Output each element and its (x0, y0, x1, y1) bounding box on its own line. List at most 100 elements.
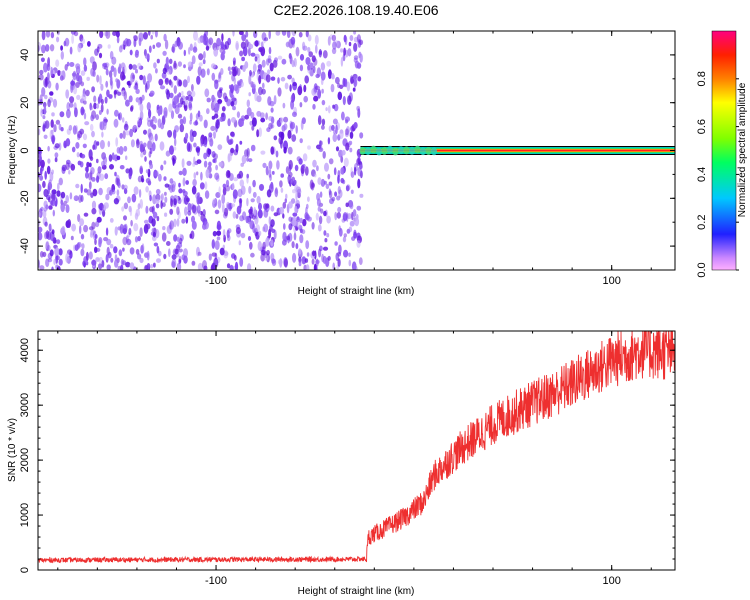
noise-blob (265, 112, 268, 120)
noise-blob (200, 171, 203, 181)
noise-blob (311, 55, 316, 63)
noise-blob (189, 233, 193, 239)
noise-blob (289, 178, 293, 185)
noise-blob (236, 111, 240, 118)
noise-blob (183, 49, 186, 57)
noise-blob (98, 187, 103, 196)
noise-blob (320, 208, 324, 214)
noise-blob (165, 56, 169, 66)
noise-blob (71, 223, 76, 232)
noise-blob (313, 58, 318, 66)
noise-blob (50, 199, 56, 207)
noise-blob (183, 255, 188, 264)
noise-blob (140, 244, 144, 254)
noise-blob (337, 174, 340, 184)
noise-blob (143, 219, 149, 224)
noise-blob (357, 76, 362, 82)
noise-blob (273, 135, 278, 141)
noise-blob (155, 203, 160, 209)
noise-blob (292, 212, 298, 217)
noise-blob (125, 261, 131, 268)
noise-blob (117, 66, 121, 74)
noise-blob (202, 59, 206, 65)
noise-blob (109, 218, 114, 223)
noise-blob (136, 138, 140, 146)
noise-blob (298, 256, 302, 264)
noise-blob (87, 41, 91, 47)
noise-blob (295, 46, 300, 57)
noise-blob (109, 189, 113, 196)
noise-blob (181, 218, 186, 224)
noise-blob (75, 63, 81, 70)
y-tick-label: 20 (19, 97, 31, 109)
noise-blob (223, 207, 229, 217)
noise-blob (246, 197, 249, 207)
noise-blob (333, 129, 336, 135)
noise-blob (72, 85, 78, 95)
noise-blob (116, 189, 120, 196)
noise-blob (55, 255, 60, 261)
noise-blob (168, 58, 173, 64)
noise-blob (115, 137, 119, 147)
noise-blob (332, 133, 338, 142)
noise-blob (49, 171, 54, 182)
noise-blob (113, 67, 117, 78)
colorbar-ticks: 0.0 0.2 0.4 0.6 0.8 (696, 71, 739, 278)
noise-blob (233, 254, 237, 261)
noise-blob (279, 206, 285, 215)
noise-blob (60, 45, 63, 51)
noise-blob (103, 31, 109, 37)
noise-blob (65, 253, 69, 263)
noise-blob (144, 83, 148, 93)
noise-blob (103, 202, 109, 209)
noise-blob (293, 57, 297, 68)
noise-blob (191, 204, 197, 214)
noise-blob (200, 138, 203, 147)
noise-blob (256, 110, 262, 117)
noise-blob (248, 158, 253, 163)
noise-blob (353, 122, 358, 129)
noise-blob (260, 249, 266, 256)
x-tick-label: 100 (603, 575, 621, 587)
noise-blob (275, 31, 281, 36)
noise-blob (45, 204, 49, 210)
noise-blob (43, 189, 49, 197)
noise-blob (349, 202, 354, 210)
noise-blob (125, 168, 130, 174)
noise-blob (284, 198, 287, 204)
noise-blob (165, 150, 171, 157)
noise-blob (235, 84, 240, 94)
noise-blob (344, 35, 348, 46)
noise-blob (229, 264, 234, 270)
noise-blob (91, 177, 96, 182)
noise-blob (281, 31, 287, 36)
noise-blob (51, 112, 55, 117)
noise-blob (307, 46, 311, 53)
noise-blob (197, 251, 202, 256)
noise-blob (270, 76, 276, 81)
noise-blob (213, 257, 219, 268)
noise-blob (312, 159, 317, 168)
narrowband-blob (425, 147, 432, 155)
noise-blob (48, 179, 52, 185)
noise-blob (164, 212, 168, 217)
noise-blob (305, 31, 309, 38)
noise-blob (353, 55, 359, 60)
noise-blob (291, 241, 295, 249)
noise-blob (246, 99, 250, 108)
spectrogram-axes: -100 100 40 20 0 -20 -40 (19, 30, 675, 287)
noise-blob (114, 31, 120, 34)
noise-blob (287, 129, 292, 139)
noise-blob (117, 226, 122, 231)
noise-blob (233, 177, 239, 182)
noise-blob (151, 218, 156, 227)
noise-blob (233, 149, 239, 156)
noise-blob (215, 119, 220, 129)
noise-blob (191, 84, 194, 92)
noise-blob (146, 223, 151, 230)
noise-blob (49, 91, 54, 96)
noise-blob (71, 146, 76, 153)
noise-blob (216, 236, 221, 241)
noise-blob (95, 114, 99, 121)
noise-blob (183, 248, 188, 258)
